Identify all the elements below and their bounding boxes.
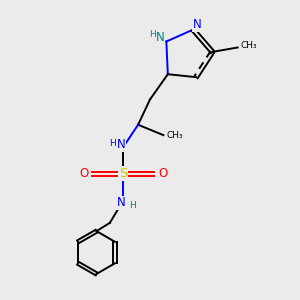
Text: H: H — [110, 139, 116, 148]
Text: N: N — [116, 138, 125, 152]
Text: N: N — [155, 32, 164, 44]
Text: O: O — [79, 167, 88, 180]
Text: O: O — [158, 167, 167, 180]
Text: H: H — [149, 31, 156, 40]
Text: N: N — [116, 196, 125, 209]
Text: CH₃: CH₃ — [167, 130, 183, 140]
Text: CH₃: CH₃ — [241, 41, 257, 50]
Text: S: S — [119, 167, 128, 180]
Text: N: N — [193, 18, 202, 31]
Text: H: H — [129, 201, 136, 210]
